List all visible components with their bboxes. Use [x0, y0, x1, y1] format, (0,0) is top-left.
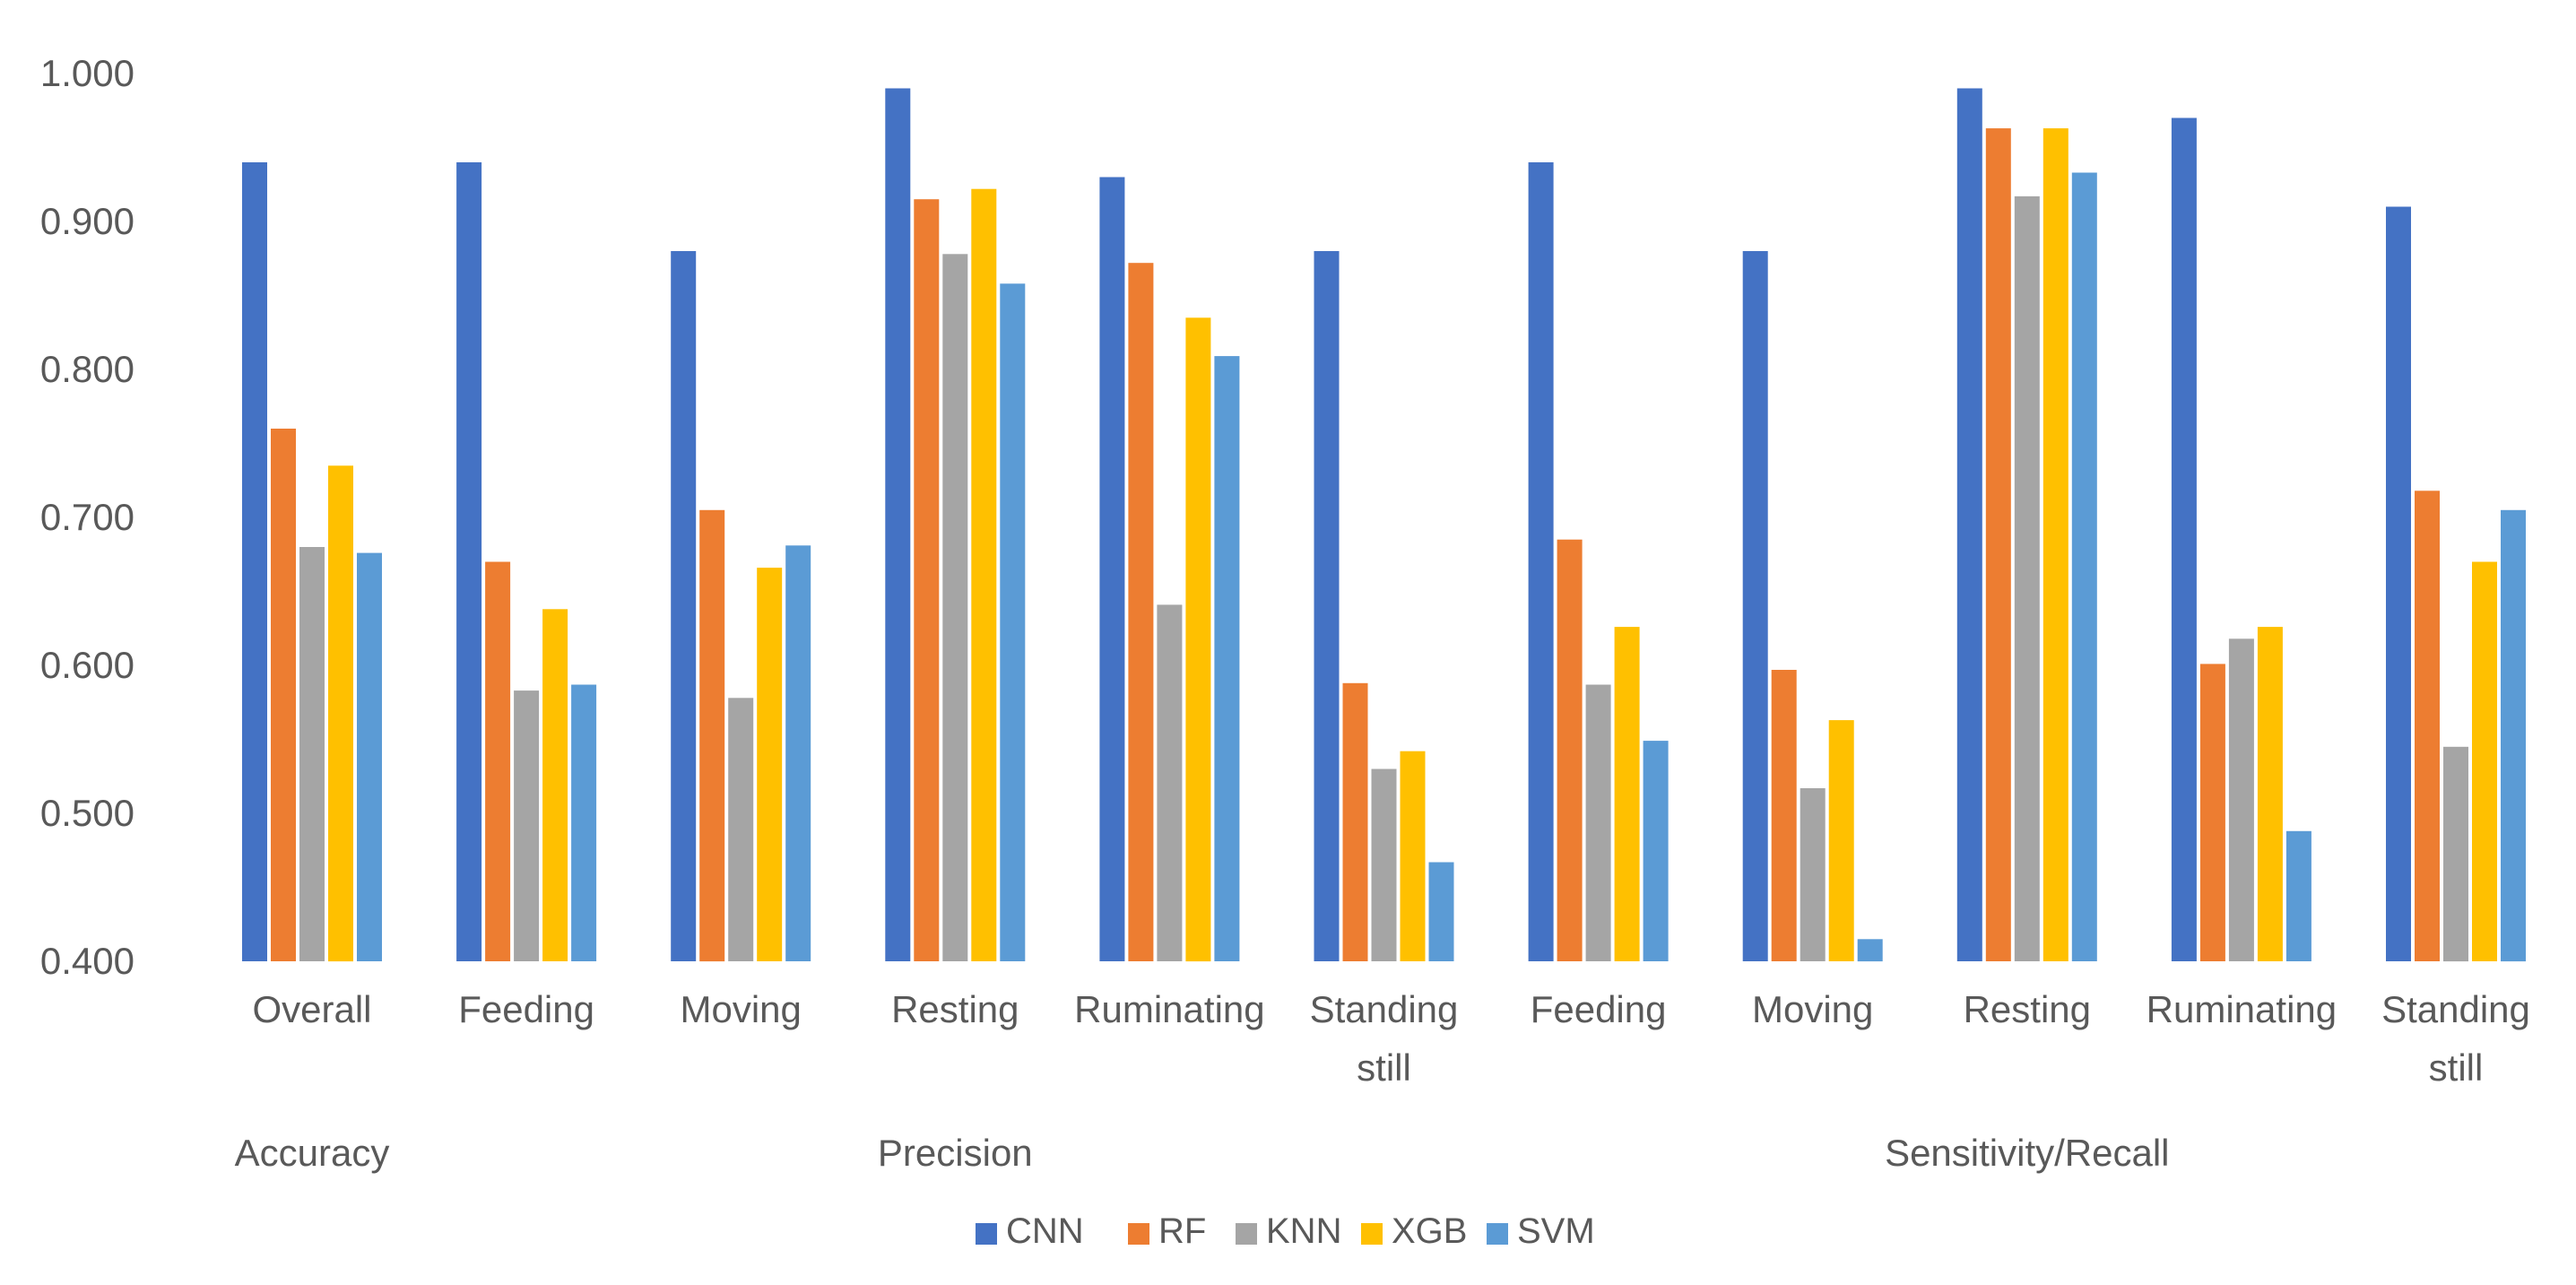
- bar-svm: [1428, 862, 1454, 961]
- bar-svm: [2501, 509, 2526, 962]
- bar-cnn: [1314, 251, 1340, 961]
- x-category-label: Feeding: [1531, 988, 1667, 1030]
- legend-swatch: [1361, 1223, 1383, 1245]
- bar-svm: [357, 552, 382, 961]
- bar-knn: [1800, 788, 1826, 961]
- y-tick-label: 0.900: [40, 200, 134, 242]
- bar-svm: [1643, 741, 1669, 961]
- x-category-label: Moving: [680, 988, 801, 1030]
- x-category-label: Ruminating: [1074, 988, 1264, 1030]
- x-category-label: Standing: [1310, 988, 1459, 1030]
- bar-svm: [1214, 356, 1240, 962]
- bar-xgb: [2043, 128, 2069, 962]
- bar-knn: [299, 547, 325, 961]
- bar-rf: [485, 561, 511, 961]
- group-label: Sensitivity/Recall: [1885, 1132, 2169, 1174]
- bar-cnn: [1956, 88, 1982, 961]
- y-tick-label: 0.600: [40, 644, 134, 686]
- bar-knn: [1585, 684, 1611, 961]
- y-tick-label: 0.800: [40, 348, 134, 390]
- x-category-label: Resting: [891, 988, 1019, 1030]
- bar-knn: [942, 254, 968, 961]
- y-tick-label: 0.500: [40, 792, 134, 834]
- bar-rf: [1342, 682, 1368, 961]
- bar-cnn: [1099, 177, 1125, 961]
- bars: [242, 88, 2526, 962]
- bar-xgb: [757, 568, 783, 961]
- legend-item-xgb: XGB: [1361, 1211, 1467, 1251]
- bar-svm: [1000, 283, 1026, 961]
- bar-xgb: [2472, 561, 2497, 961]
- bar-knn: [728, 698, 754, 961]
- bar-xgb: [971, 188, 997, 961]
- bar-rf: [1557, 539, 1583, 961]
- y-tick-label: 0.700: [40, 496, 134, 538]
- bar-xgb: [1614, 627, 1640, 961]
- bar-knn: [1371, 768, 1397, 961]
- bar-rf: [1771, 670, 1797, 961]
- y-axis: 0.400 0.500 0.600 0.700 0.800 0.900 1.000: [40, 52, 134, 982]
- legend-label: RF: [1158, 1211, 1206, 1251]
- x-axis: Overall Feeding Moving Resting Ruminating Sta…: [252, 988, 2529, 1089]
- bar-svm: [2071, 172, 2097, 961]
- bar-svm: [571, 684, 597, 961]
- legend-item-knn: KNN: [1236, 1211, 1341, 1251]
- bar-svm: [1857, 939, 1883, 962]
- legend-swatch: [1128, 1223, 1149, 1245]
- x-category-label: Moving: [1752, 988, 1873, 1030]
- x-category-label: still: [2429, 1046, 2484, 1089]
- legend-item-svm: SVM: [1487, 1211, 1595, 1251]
- bar-cnn: [456, 162, 482, 961]
- bar-xgb: [2257, 627, 2283, 961]
- bar-knn: [514, 690, 540, 961]
- bar-cnn: [2386, 206, 2411, 961]
- bar-xgb: [328, 465, 353, 962]
- x-category-label: Standing: [2381, 988, 2530, 1030]
- bar-knn: [2228, 638, 2254, 961]
- x-category-label: Feeding: [458, 988, 594, 1030]
- legend-swatch: [1236, 1223, 1257, 1245]
- bar-cnn: [885, 88, 911, 961]
- bar-rf: [1985, 128, 2011, 962]
- legend-label: XGB: [1392, 1211, 1467, 1251]
- legend-swatch: [976, 1223, 997, 1245]
- bar-xgb: [1828, 720, 1854, 961]
- bar-knn: [2443, 746, 2468, 962]
- bar-xgb: [542, 609, 568, 961]
- x-category-label: still: [1357, 1046, 1411, 1089]
- bar-svm: [785, 545, 811, 961]
- bar-rf: [2199, 664, 2225, 961]
- legend: CNN RF KNN XGB SVM: [976, 1211, 1595, 1251]
- bar-cnn: [1742, 251, 1768, 961]
- legend-item-rf: RF: [1128, 1211, 1206, 1251]
- bar-cnn: [242, 162, 267, 961]
- bar-cnn: [2171, 117, 2197, 961]
- legend-label: KNN: [1266, 1211, 1341, 1251]
- group-labels: Accuracy Precision Sensitivity/Recall: [235, 1132, 2170, 1174]
- x-category-label: Ruminating: [2147, 988, 2337, 1030]
- legend-item-cnn: CNN: [976, 1211, 1084, 1251]
- bar-cnn: [671, 251, 697, 961]
- bar-knn: [2014, 195, 2040, 961]
- legend-swatch: [1487, 1223, 1508, 1245]
- group-label: Precision: [878, 1132, 1033, 1174]
- legend-label: CNN: [1006, 1211, 1084, 1251]
- bar-rf: [1128, 263, 1154, 961]
- bar-rf: [271, 429, 296, 961]
- bar-rf: [914, 199, 940, 961]
- legend-label: SVM: [1517, 1211, 1595, 1251]
- y-tick-label: 0.400: [40, 940, 134, 982]
- bar-rf: [2415, 491, 2440, 961]
- x-category-label: Resting: [1964, 988, 2091, 1030]
- group-label: Accuracy: [235, 1132, 390, 1174]
- bar-rf: [699, 509, 725, 962]
- bar-xgb: [1185, 317, 1211, 962]
- bar-knn: [1157, 604, 1183, 961]
- x-category-label: Overall: [252, 988, 371, 1030]
- y-tick-label: 1.000: [40, 52, 134, 94]
- bar-cnn: [1528, 162, 1554, 961]
- bar-svm: [2285, 830, 2311, 961]
- bar-xgb: [1400, 751, 1426, 961]
